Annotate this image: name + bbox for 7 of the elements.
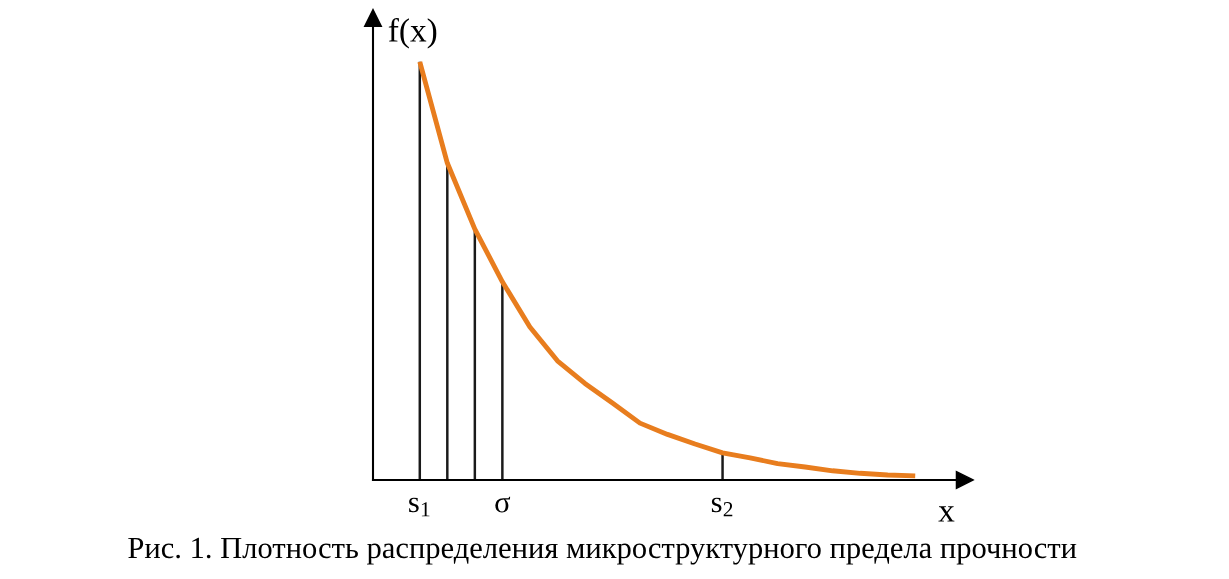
x-axis-title: x [938,506,955,522]
x-tick-label: σ [495,496,511,513]
bar [721,452,724,480]
x-tick-label: s$_{1}$ [409,497,430,517]
y-axis-title: f(x) [388,17,437,49]
text: Рис. 1. Плотность распределения микроструктурного предела прочности [128,537,1077,565]
x-tick-label: s$_{2}$ [711,497,733,517]
